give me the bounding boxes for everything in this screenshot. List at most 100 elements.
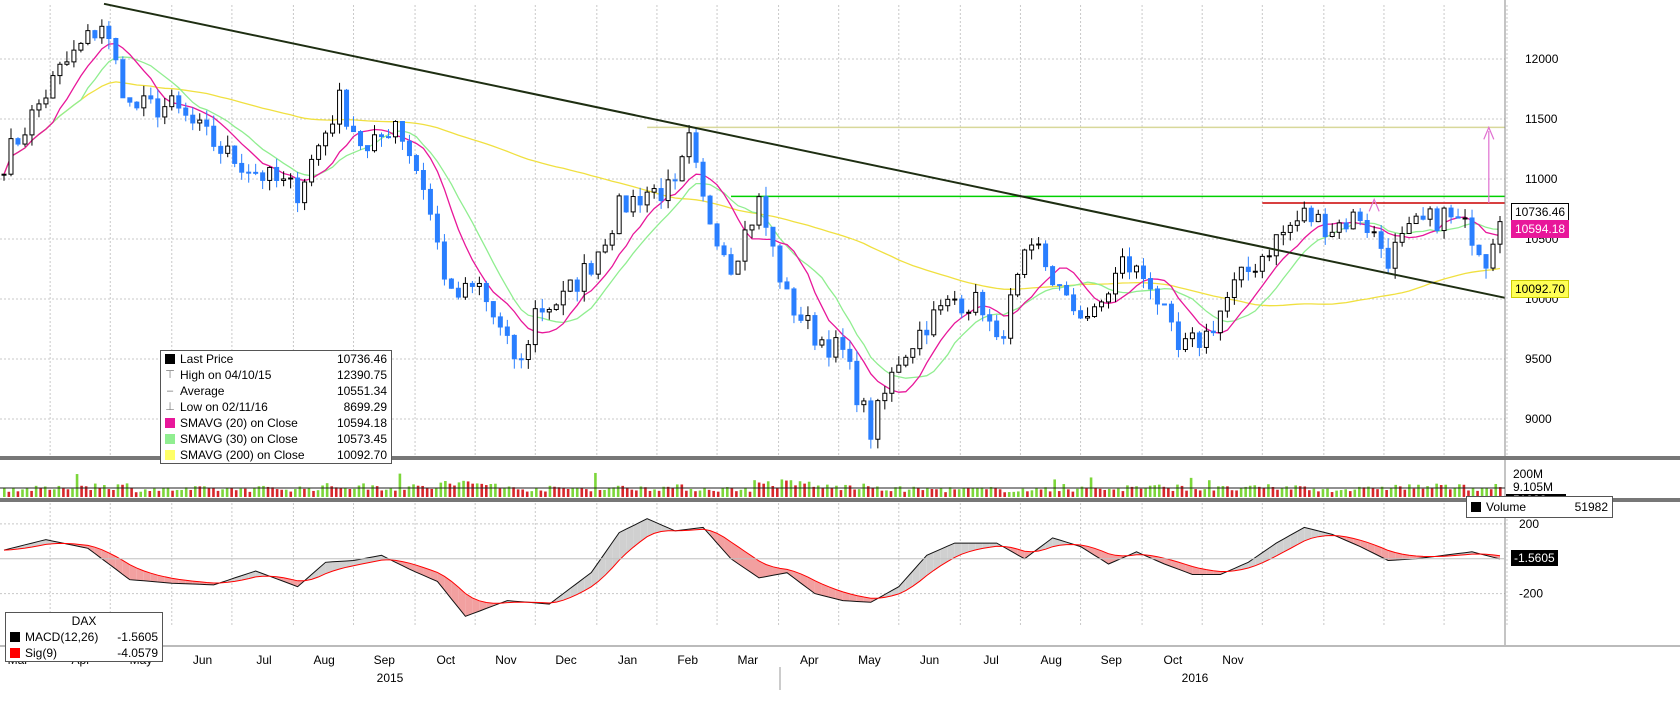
volume-bar — [1471, 487, 1475, 497]
volume-bar — [1094, 487, 1097, 497]
candle-body — [693, 132, 699, 163]
volume-bar — [262, 485, 265, 497]
candle-body — [742, 229, 748, 262]
candle-body — [239, 162, 245, 173]
candle-body — [1476, 244, 1482, 256]
volume-bar — [1167, 487, 1170, 497]
candle-body — [372, 134, 378, 152]
macd-histogram-fill — [828, 586, 836, 599]
volume-bar — [716, 491, 720, 497]
volume-bar — [93, 483, 97, 497]
legend-row-sma30: SMAVG (30) on Close 10573.45 — [161, 431, 391, 447]
candle-body — [805, 315, 811, 321]
volume-bar — [521, 489, 524, 497]
candle-body — [316, 145, 322, 160]
volume-bar — [1444, 484, 1448, 497]
volume-bar — [962, 487, 966, 497]
macd-histogram-fill — [164, 576, 172, 584]
volume-bar — [580, 488, 584, 497]
candle-body — [1015, 273, 1021, 296]
candle-body — [763, 196, 769, 228]
volume-bar — [880, 490, 884, 497]
candle-body — [1343, 222, 1349, 230]
volume-bar — [193, 486, 197, 497]
candle-body — [910, 348, 916, 358]
price-tag-last: 10736.46 — [1511, 202, 1570, 221]
volume-bar — [603, 489, 606, 497]
volume-bar — [835, 485, 838, 497]
volume-bar — [562, 487, 565, 497]
volume-bar — [294, 489, 297, 497]
candle-body — [1273, 234, 1279, 257]
volume-bar — [112, 489, 115, 497]
target-arrow-head — [1483, 125, 1495, 140]
candle-body — [169, 95, 175, 108]
candle-body — [344, 89, 350, 127]
macd-histogram-fill — [332, 561, 340, 572]
volume-bar — [1026, 491, 1029, 497]
volume-bar — [207, 487, 211, 497]
volume-bar — [826, 484, 829, 497]
x-tick-label: Oct — [1164, 653, 1183, 667]
volume-bar — [848, 485, 852, 497]
candle-body — [99, 25, 105, 39]
volume-bar — [384, 489, 388, 497]
candle-body — [959, 298, 965, 314]
volume-bar — [1157, 484, 1161, 497]
volume-bar — [25, 487, 29, 497]
volume-bar — [1367, 486, 1370, 497]
volume-bar — [771, 486, 775, 497]
volume-bar — [239, 488, 243, 497]
candle-body — [190, 114, 196, 124]
volume-bar — [1494, 484, 1498, 497]
volume-bar — [66, 489, 70, 497]
volume-bar — [671, 487, 675, 497]
volume-bar — [1071, 491, 1075, 497]
candle-body — [945, 298, 951, 307]
volume-bar — [184, 487, 188, 497]
volume-bar — [362, 483, 365, 497]
volume-bar — [1321, 489, 1325, 497]
legend-value: 8699.29 — [343, 400, 387, 414]
volume-bar — [84, 486, 88, 497]
volume-bar — [625, 488, 629, 497]
candle-body — [399, 120, 405, 142]
candle-body — [246, 171, 252, 174]
volume-bar — [1107, 488, 1111, 497]
volume-bar — [439, 482, 443, 497]
volume-bar — [939, 488, 943, 497]
volume-bar — [216, 490, 220, 497]
candle-body — [490, 301, 496, 318]
volume-bar — [303, 488, 306, 497]
candle-body — [931, 309, 937, 336]
candle-body — [560, 290, 566, 306]
volume-bar — [212, 488, 215, 497]
macd-histogram-fill — [241, 573, 249, 581]
volume-bar — [930, 489, 934, 497]
legend-value: 10736.46 — [336, 352, 387, 366]
volume-bar — [484, 485, 488, 497]
price-legend: Last Price 10736.46 ⊤ High on 04/10/15 1… — [160, 350, 392, 464]
volume-bar — [1380, 486, 1384, 497]
candle-body — [36, 103, 42, 111]
candle-body — [483, 282, 489, 303]
volume-bar — [148, 490, 152, 497]
candle-body — [903, 356, 909, 366]
candle-body — [448, 278, 454, 289]
volume-bar — [1358, 486, 1361, 497]
candle-body — [840, 337, 846, 350]
candle-body — [714, 223, 720, 247]
volume-bar — [976, 487, 979, 497]
volume-bar — [1126, 485, 1129, 497]
volume-bar — [689, 488, 693, 497]
candle-body — [176, 95, 182, 109]
candle-body — [1126, 256, 1132, 273]
volume-bar — [507, 486, 511, 497]
macd-histogram-fill — [661, 524, 669, 532]
candle-body — [1147, 278, 1153, 290]
macd-histogram-fill — [926, 552, 934, 576]
candle-body — [1434, 208, 1440, 232]
macd-histogram-fill — [486, 602, 494, 609]
volume-bar — [89, 490, 92, 497]
volume-bar — [62, 488, 65, 497]
